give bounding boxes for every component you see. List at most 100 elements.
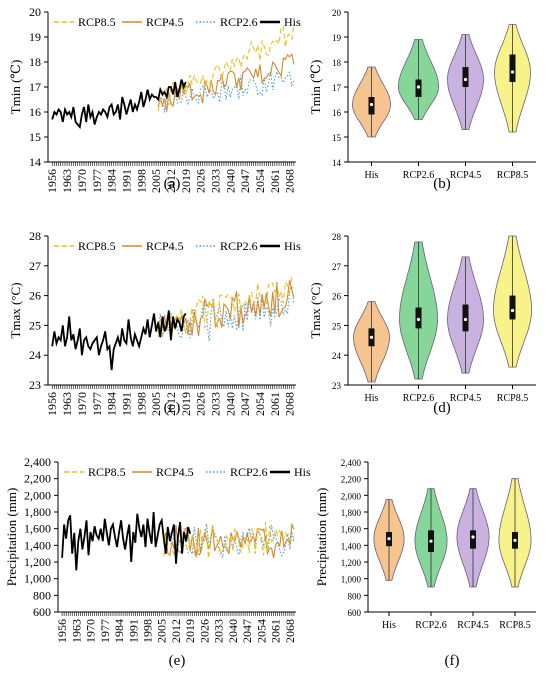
y-tick-label: 25	[332, 321, 342, 331]
y-axis-title: Tmin (℃)	[308, 60, 323, 115]
x-tick-label: 2005	[155, 619, 169, 643]
x-tick-label: 1970	[75, 169, 89, 193]
x-tick-label: 1977	[90, 392, 104, 416]
y-tick-label: 1,000	[24, 572, 51, 586]
panel-label: (f)	[445, 653, 460, 669]
y-tick-label: 28	[29, 229, 41, 243]
x-tick-label: 2061	[268, 169, 282, 193]
y-tick-label: 14	[29, 155, 41, 169]
x-tick-label: 2019	[179, 392, 193, 416]
series-line-rcp85	[157, 275, 295, 337]
x-category-label: His	[365, 170, 379, 181]
x-tick-label: 1977	[90, 169, 104, 193]
y-tick-label: 16	[332, 108, 342, 118]
x-category-label: RCP8.5	[497, 170, 528, 181]
violin-median-dot	[416, 317, 421, 322]
violin-median-dot	[387, 537, 391, 541]
x-tick-label: 2005	[149, 392, 163, 416]
legend-label-his: His	[284, 239, 301, 253]
series-line-his	[51, 310, 187, 371]
y-tick-label: 1,600	[341, 525, 362, 535]
y-tick-label: 600	[348, 608, 362, 618]
series-line-his	[61, 511, 192, 571]
y-tick-label: 15	[332, 133, 342, 143]
x-tick-label: 2047	[238, 392, 252, 416]
x-tick-label: 2040	[223, 392, 237, 416]
x-tick-label: 1956	[45, 169, 59, 193]
x-tick-label: 1991	[126, 619, 140, 643]
y-tick-label: 600	[33, 605, 51, 619]
x-tick-label: 1963	[60, 169, 74, 193]
x-tick-label: 1998	[134, 169, 148, 193]
x-tick-label: 1984	[112, 619, 126, 643]
y-tick-label: 800	[348, 591, 362, 601]
y-tick-label: 1,600	[24, 522, 51, 536]
panel-label: (d)	[433, 400, 451, 416]
series-line-rcp45	[157, 52, 295, 112]
series-line-rcp85	[157, 23, 295, 111]
y-tick-label: 27	[29, 259, 41, 273]
y-tick-label: 2,200	[24, 472, 51, 486]
y-tick-label: 1,400	[24, 538, 51, 552]
panel-label: (b)	[433, 176, 451, 192]
y-tick-label: 800	[33, 588, 51, 602]
x-category-label: RCP2.6	[403, 170, 434, 181]
x-tick-label: 2026	[194, 392, 208, 416]
y-tick-label: 2,000	[341, 491, 362, 501]
y-tick-label: 2,200	[341, 475, 362, 485]
y-axis-title: Tmin (℃)	[8, 60, 23, 115]
violin-panel-f: 600 800 1,000 1,200 1,400 1,600 1,800 2,000 2,20…	[314, 458, 536, 669]
x-tick-label: 1984	[105, 392, 119, 416]
y-tick-label: 27	[332, 262, 342, 272]
y-tick-label: 24	[29, 348, 41, 362]
violin-median-dot	[463, 317, 468, 322]
x-tick-label: 2012	[164, 169, 178, 193]
line-panel-c: 23 24 25 26 27 28 Tmax (°C) (c) 1956 1963 1970 1977…	[8, 229, 301, 416]
violin-median-dot	[471, 535, 475, 539]
x-tick-label: 1984	[105, 169, 119, 193]
x-tick-label: 1970	[84, 619, 98, 643]
panel-label: (e)	[169, 653, 186, 669]
legend-label-rcp26: RCP2.6	[220, 15, 258, 29]
y-tick-label: 25	[29, 318, 41, 332]
y-tick-label: 19	[29, 30, 41, 44]
x-category-label: RCP2.6	[403, 393, 434, 404]
x-tick-label: 1963	[60, 392, 74, 416]
legend-label-rcp45: RCP4.5	[156, 465, 194, 479]
violin-iqr-box	[509, 295, 516, 320]
legend-label-rcp85: RCP8.5	[88, 465, 126, 479]
y-tick-label: 2,000	[24, 488, 51, 502]
series-line-rcp26	[157, 70, 295, 113]
y-tick-label: 2,400	[24, 455, 51, 469]
legend-label-rcp45: RCP4.5	[146, 239, 184, 253]
y-tick-label: 15	[29, 130, 41, 144]
violin-median-dot	[429, 539, 433, 543]
legend-label-his: His	[284, 15, 301, 29]
x-category-label: RCP2.6	[415, 620, 446, 631]
x-tick-label: 1991	[119, 169, 133, 193]
legend-label-rcp26: RCP2.6	[220, 239, 258, 253]
x-tick-label: 2054	[253, 169, 267, 193]
x-tick-label: 1977	[98, 619, 112, 643]
x-tick-label: 1970	[75, 392, 89, 416]
x-category-label: RCP4.5	[450, 393, 481, 404]
violin-median-dot	[463, 77, 468, 82]
y-tick-label: 18	[29, 55, 41, 69]
violin-median-dot	[369, 335, 374, 339]
x-tick-label: 1956	[55, 619, 69, 643]
y-tick-label: 20	[332, 8, 342, 18]
y-axis-title: Tmax (°C)	[8, 282, 23, 338]
series-line-his	[51, 79, 187, 130]
violin-median-dot	[513, 538, 517, 542]
violin-median-dot	[369, 102, 374, 107]
y-tick-label: 17	[29, 80, 41, 94]
x-tick-label: 2068	[283, 169, 297, 193]
x-tick-label: 2068	[283, 392, 297, 416]
y-tick-label: 1,800	[341, 508, 362, 518]
x-tick-label: 2012	[169, 619, 183, 643]
x-tick-label: 2026	[197, 619, 211, 643]
x-tick-label: 2054	[253, 392, 267, 416]
line-panel-a: 14 15 16 17 18 19 20 Tmin (℃) (a) 1956 1963 1970 197…	[8, 5, 301, 193]
x-tick-label: 2005	[149, 169, 163, 193]
